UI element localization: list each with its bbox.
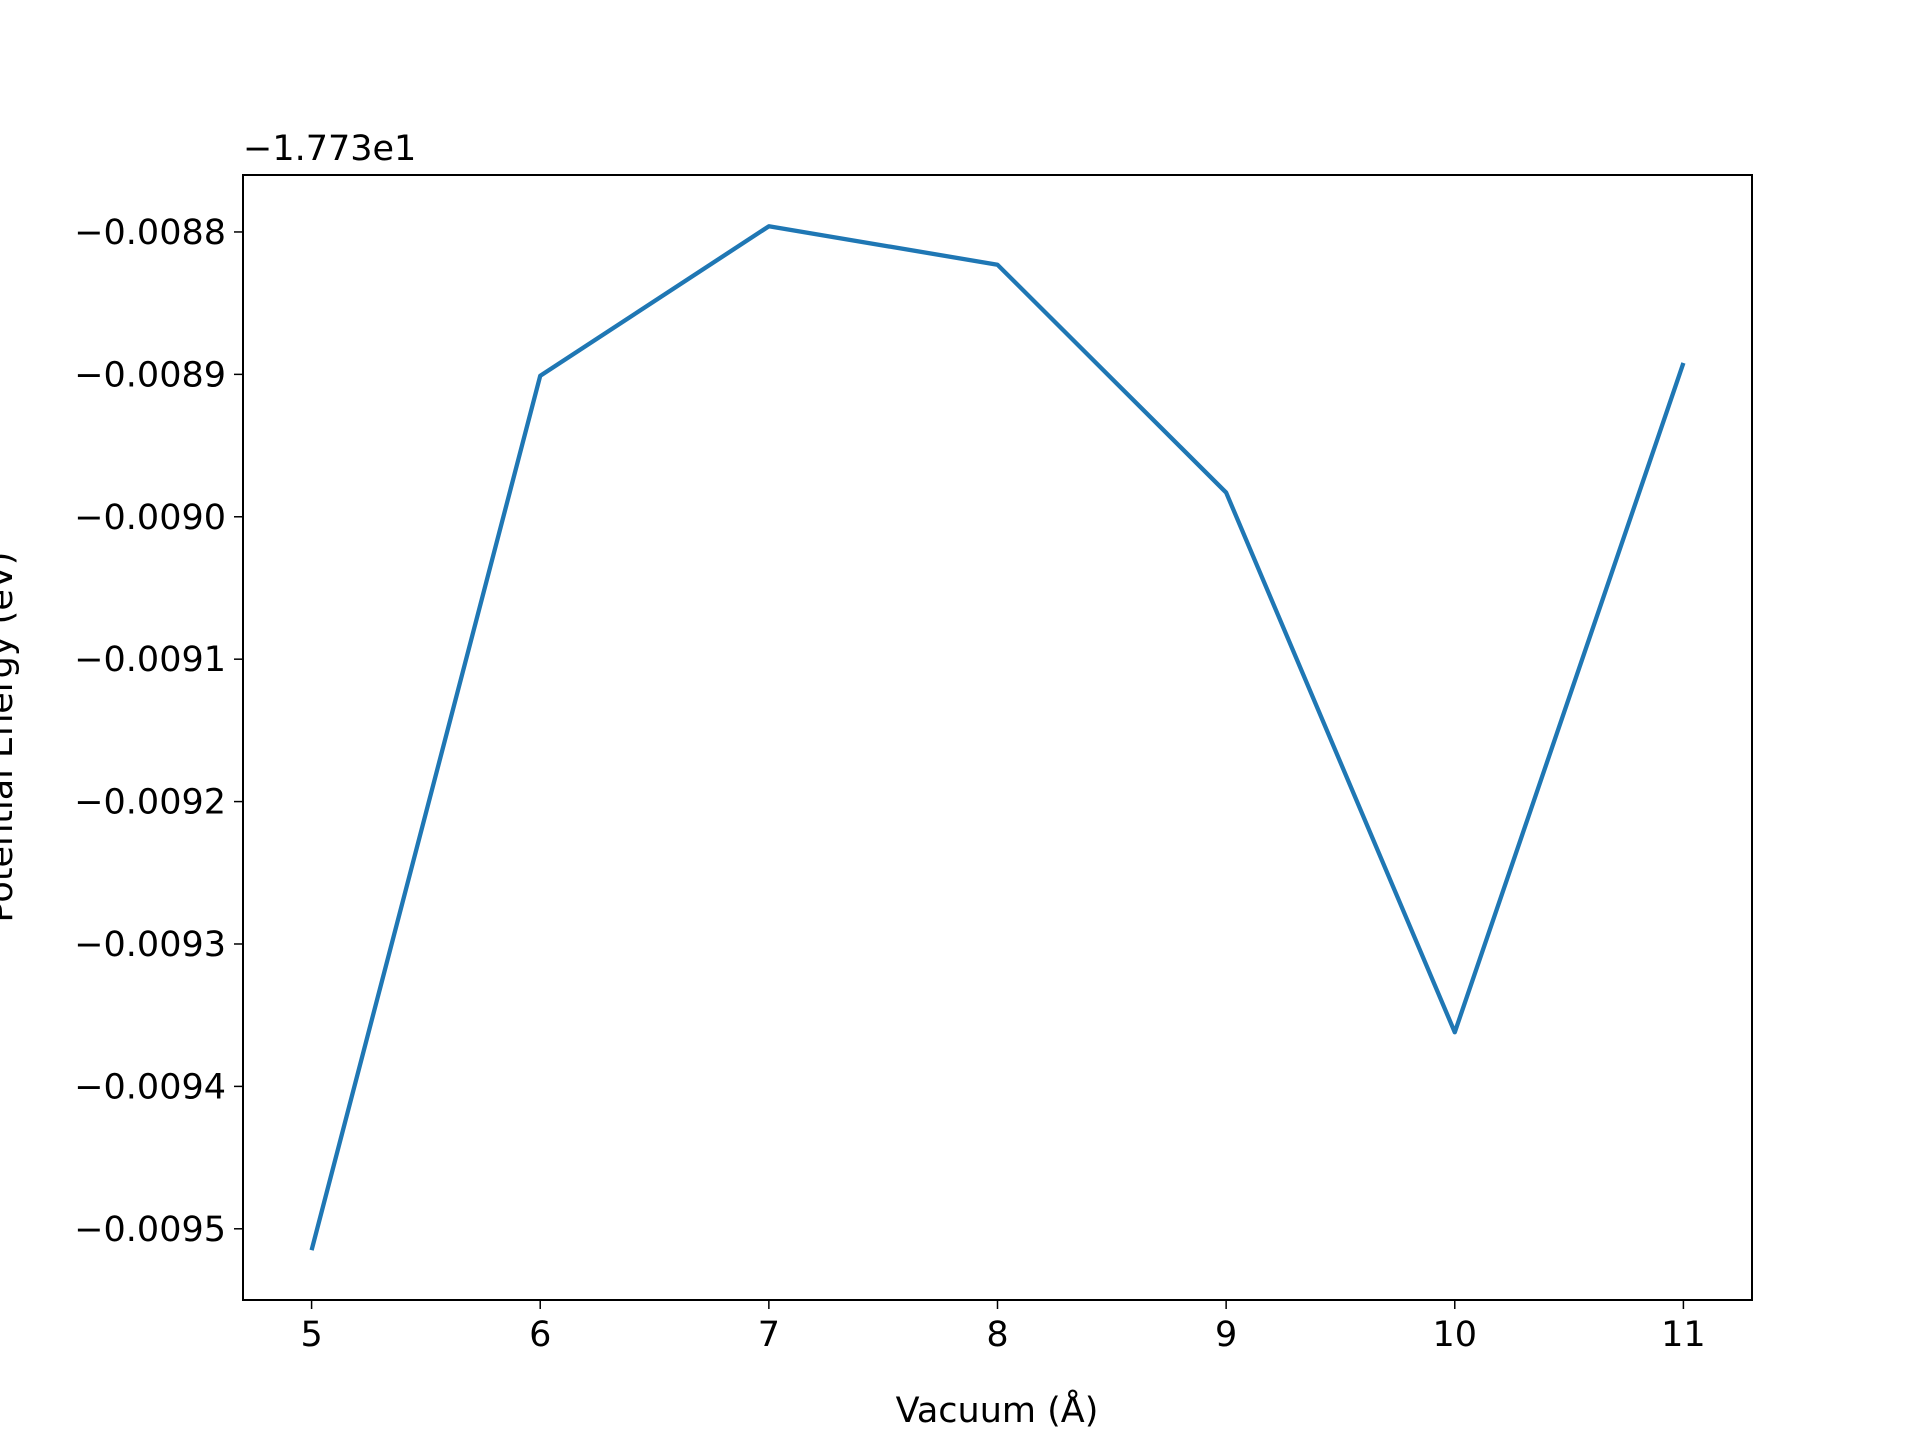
x-tick-label: 10 — [1432, 1315, 1477, 1355]
y-tick-label: −0.0094 — [74, 1067, 226, 1107]
x-tick-label: 8 — [986, 1315, 1008, 1355]
data-line — [309, 224, 1686, 1251]
x-tick-label: 7 — [758, 1315, 780, 1355]
offset-text: −1.773e1 — [243, 129, 416, 169]
x-tick-label: 9 — [1215, 1315, 1237, 1355]
x-tick-label: 5 — [300, 1315, 322, 1355]
y-tick-label: −0.0088 — [74, 213, 226, 253]
y-axis-label: Potential Energy (eV) — [0, 552, 21, 923]
x-axis-label: Vacuum (Å) — [896, 1388, 1099, 1431]
y-tick-label: −0.0089 — [74, 355, 226, 395]
y-tick-label: −0.0092 — [74, 783, 226, 823]
plot-frame — [242, 174, 1753, 1301]
y-tick-label: −0.0090 — [74, 498, 226, 538]
x-tick-label: 6 — [529, 1315, 551, 1355]
y-tick-label: −0.0093 — [74, 925, 226, 965]
y-tick-label: −0.0095 — [74, 1210, 226, 1250]
y-tick-label: −0.0091 — [74, 640, 226, 680]
x-tick-label: 11 — [1661, 1315, 1706, 1355]
